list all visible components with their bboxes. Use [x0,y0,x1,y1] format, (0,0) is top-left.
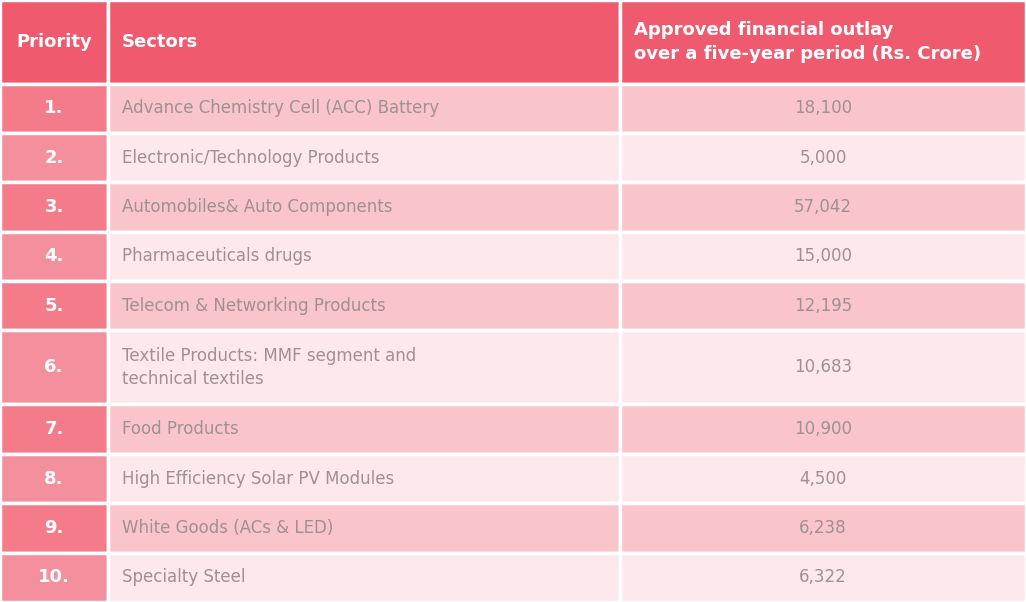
Bar [108,454,620,503]
Bar [108,182,620,232]
Bar [0,405,108,454]
Text: 15,000: 15,000 [794,247,852,265]
Text: Food Products: Food Products [122,420,239,438]
Bar [620,330,1026,405]
Text: 4.: 4. [44,247,64,265]
Text: Sectors: Sectors [122,33,198,51]
Text: 9.: 9. [44,519,64,537]
Text: 5,000: 5,000 [799,149,846,167]
Text: 6,322: 6,322 [799,568,846,586]
Bar [620,503,1026,553]
Text: White Goods (ACs & LED): White Goods (ACs & LED) [122,519,333,537]
Text: 2.: 2. [44,149,64,167]
Text: 18,100: 18,100 [794,99,852,117]
Text: 10.: 10. [38,568,70,586]
Text: 6,238: 6,238 [799,519,846,537]
Text: 6.: 6. [44,358,64,376]
Bar [0,133,108,182]
Text: 8.: 8. [44,470,64,488]
Bar [620,281,1026,330]
Text: Specialty Steel: Specialty Steel [122,568,245,586]
Bar [0,281,108,330]
Text: Automobiles& Auto Components: Automobiles& Auto Components [122,198,393,216]
Text: Telecom & Networking Products: Telecom & Networking Products [122,297,386,315]
Bar [620,454,1026,503]
Bar [108,503,620,553]
Bar [108,0,620,84]
Bar [620,0,1026,84]
Bar [620,232,1026,281]
Bar [620,405,1026,454]
Bar [0,553,108,602]
Bar [108,405,620,454]
Text: 10,900: 10,900 [794,420,852,438]
Text: Textile Products: MMF segment and
technical textiles: Textile Products: MMF segment and techni… [122,347,417,388]
Text: 3.: 3. [44,198,64,216]
Text: 12,195: 12,195 [794,297,853,315]
Bar [108,553,620,602]
Text: Approved financial outlay
over a five-year period (Rs. Crore): Approved financial outlay over a five-ye… [634,21,981,63]
Text: 5.: 5. [44,297,64,315]
Text: 10,683: 10,683 [794,358,852,376]
Text: Electronic/Technology Products: Electronic/Technology Products [122,149,380,167]
Bar [108,133,620,182]
Bar [0,454,108,503]
Text: Advance Chemistry Cell (ACC) Battery: Advance Chemistry Cell (ACC) Battery [122,99,439,117]
Bar [108,330,620,405]
Bar [0,182,108,232]
Text: 4,500: 4,500 [799,470,846,488]
Text: 1.: 1. [44,99,64,117]
Bar [108,232,620,281]
Bar [0,84,108,133]
Bar [0,503,108,553]
Text: 57,042: 57,042 [794,198,852,216]
Bar [620,84,1026,133]
Bar [108,84,620,133]
Text: High Efficiency Solar PV Modules: High Efficiency Solar PV Modules [122,470,394,488]
Bar [620,182,1026,232]
Text: 7.: 7. [44,420,64,438]
Text: Pharmaceuticals drugs: Pharmaceuticals drugs [122,247,312,265]
Bar [108,281,620,330]
Bar [620,133,1026,182]
Text: Priority: Priority [16,33,92,51]
Bar [0,330,108,405]
Bar [620,553,1026,602]
Bar [0,232,108,281]
Bar [0,0,108,84]
